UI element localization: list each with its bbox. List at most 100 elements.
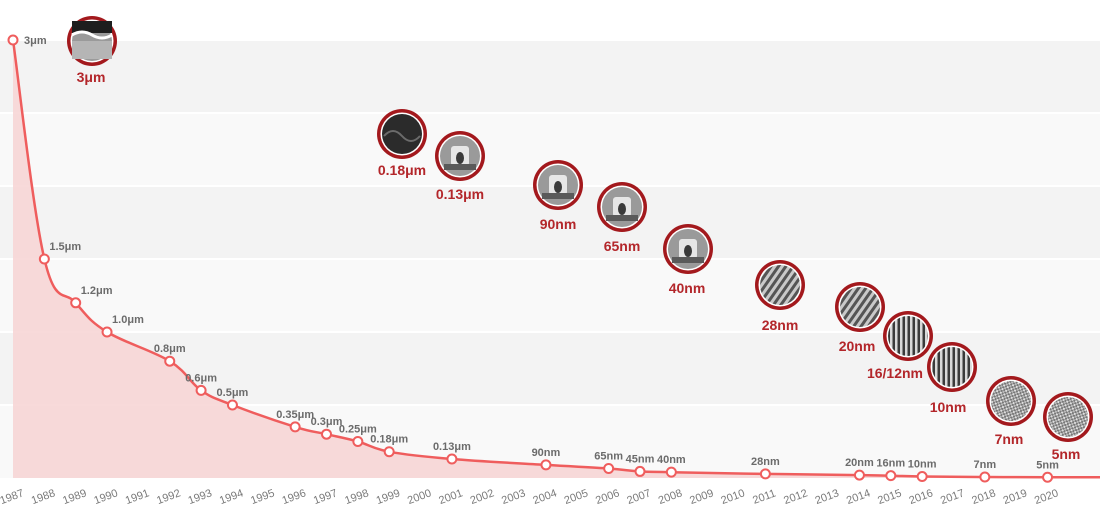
data-point	[540, 459, 552, 471]
process-node-image: 40nm	[663, 224, 713, 296]
process-node-label: 10nm	[930, 399, 967, 415]
data-point	[979, 471, 991, 483]
x-tick-label: 1997	[312, 487, 339, 507]
x-tick-label: 1993	[187, 487, 214, 507]
process-node-image: 28nm	[755, 260, 805, 333]
point-label: 1.0μm	[112, 314, 144, 326]
x-tick-label: 1995	[249, 487, 276, 507]
process-node-image: 5nm	[1043, 392, 1093, 462]
process-node-image: 65nm	[597, 182, 647, 254]
x-tick-label: 2017	[939, 487, 966, 507]
point-label: 0.13μm	[433, 441, 471, 453]
process-node-label: 5nm	[1052, 446, 1081, 462]
x-tick-label: 1987	[0, 487, 26, 507]
sem-image	[382, 114, 422, 154]
x-tick-label: 2004	[531, 487, 558, 507]
process-node-image: 16/12nm	[867, 311, 933, 381]
point-label: 5nm	[1036, 459, 1059, 471]
x-tick-label: 2001	[437, 487, 464, 507]
data-point	[885, 470, 897, 482]
sem-image	[932, 347, 972, 387]
point-label: 40nm	[657, 454, 686, 466]
process-node-label: 3μm	[77, 69, 106, 85]
area-fill	[13, 40, 1100, 478]
point-label: 65nm	[594, 451, 623, 463]
point-label: 0.8μm	[154, 343, 186, 355]
point-label: 10nm	[908, 459, 937, 471]
data-point	[70, 297, 82, 309]
process-node-label: 90nm	[540, 216, 577, 232]
point-label: 0.5μm	[217, 387, 249, 399]
data-point	[853, 469, 865, 481]
process-node-image: 7nm	[986, 376, 1036, 447]
process-node-image: 20nm	[835, 282, 885, 354]
data-point	[289, 421, 301, 433]
data-point	[38, 253, 50, 265]
point-label: 0.25μm	[339, 424, 377, 436]
x-tick-label: 2009	[688, 487, 715, 507]
x-tick-label: 2016	[908, 487, 935, 507]
point-label: 0.3μm	[311, 416, 343, 428]
process-node-image: 90nm	[533, 160, 583, 232]
x-tick-label: 2013	[814, 487, 841, 507]
process-node-label: 16/12nm	[867, 365, 923, 381]
sem-image	[760, 265, 800, 305]
x-axis-ticks: 1987 1988 1989 1990 1991 1992 1993 1994 1995 1996…	[0, 487, 1060, 507]
x-tick-label: 2019	[1002, 487, 1029, 507]
process-node-label: 65nm	[604, 238, 641, 254]
data-point	[916, 471, 928, 483]
grid-band	[0, 259, 1100, 332]
x-tick-label: 2020	[1033, 487, 1060, 507]
process-node-label: 28nm	[762, 317, 799, 333]
data-point	[665, 466, 677, 478]
x-tick-label: 2003	[500, 487, 527, 507]
point-labels: 3μm1.5μm1.2μm1.0μm0.8μm0.6μm0.5μm0.35μm0…	[24, 35, 1059, 471]
x-tick-label: 2014	[845, 487, 872, 507]
data-point	[446, 453, 458, 465]
data-point	[7, 34, 19, 46]
process-node-label: 40nm	[669, 280, 706, 296]
x-tick-label: 2018	[970, 487, 997, 507]
process-node-label: 0.13μm	[436, 186, 484, 202]
point-label: 90nm	[532, 447, 561, 459]
x-tick-label: 1989	[61, 487, 88, 507]
process-node-image: 3μm	[67, 16, 117, 85]
x-tick-label: 2000	[406, 487, 433, 507]
process-node-label: 0.18μm	[378, 162, 426, 178]
point-label: 45nm	[626, 453, 655, 465]
process-node-image: 0.13μm	[435, 131, 485, 202]
x-tick-label: 1988	[30, 487, 57, 507]
x-tick-label: 2006	[594, 487, 621, 507]
x-tick-label: 1991	[124, 487, 151, 507]
x-tick-label: 2011	[751, 487, 777, 506]
process-node-label: 7nm	[995, 431, 1024, 447]
sem-image	[840, 287, 880, 327]
point-label: 20nm	[845, 457, 874, 469]
point-label: 1.2μm	[81, 285, 113, 297]
data-point	[101, 326, 113, 338]
data-point	[195, 384, 207, 396]
x-tick-label: 1994	[218, 487, 245, 507]
data-point	[603, 463, 615, 475]
sem-image	[1048, 397, 1088, 437]
x-tick-label: 2002	[469, 487, 496, 507]
grid-band	[0, 40, 1100, 113]
point-label: 3μm	[24, 35, 47, 47]
x-tick-label: 2007	[625, 487, 652, 507]
x-tick-label: 1998	[343, 487, 370, 507]
data-points	[7, 34, 1054, 483]
x-tick-label: 1996	[281, 487, 308, 507]
data-point	[383, 446, 395, 458]
sem-image	[888, 316, 928, 356]
x-tick-label: 1990	[92, 487, 119, 507]
process-node-images: 3μm 0.18μm 0.13μm 90nm 65nm 40nm 28nm 20nm 16/12…	[67, 16, 1093, 462]
x-tick-label: 2010	[719, 487, 746, 507]
x-tick-label: 1999	[375, 487, 402, 507]
point-label: 0.18μm	[370, 434, 408, 446]
data-point	[634, 465, 646, 477]
sem-image	[991, 381, 1031, 421]
data-point	[352, 436, 364, 447]
x-tick-label: 2012	[782, 487, 809, 507]
x-tick-label: 1992	[155, 487, 182, 507]
